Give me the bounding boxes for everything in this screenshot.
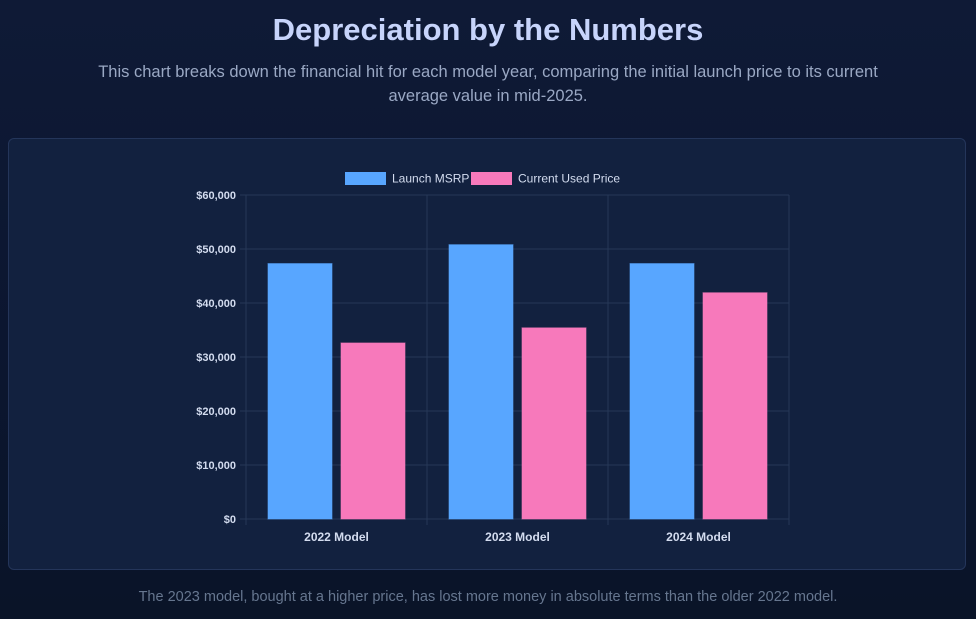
legend-swatch-current-used-price <box>471 172 512 185</box>
chart-caption: The 2023 model, bought at a higher price… <box>138 589 838 605</box>
page-subtitle: This chart breaks down the financial hit… <box>98 63 878 105</box>
legend-label-current-used-price: Current Used Price <box>518 172 620 186</box>
x-tick-label: 2023 Model <box>485 530 550 544</box>
y-tick-label: $0 <box>224 514 236 526</box>
bar-current-used-price-2023-model: Current Used Price: 35400 <box>521 327 587 520</box>
x-tick-label: 2024 Model <box>666 530 731 544</box>
bar-current-used-price-2022-model: Current Used Price: 32600 <box>340 342 406 520</box>
bar-launch-msrp-2023-model: Launch MSRP: 50800 <box>448 244 514 520</box>
legend-swatch-launch-msrp <box>345 172 386 185</box>
bar-current-used-price-2024-model: Current Used Price: 41900 <box>702 292 768 520</box>
chart-card: $0 $10,000 $20,000 $30,000 $40,000 $50,000 $60… <box>8 138 966 570</box>
page-title: Depreciation by the Numbers <box>272 12 704 47</box>
y-tick-label: $50,000 <box>196 244 236 256</box>
y-tick-label: $40,000 <box>196 298 236 310</box>
bar-launch-msrp-2024-model: Launch MSRP: 47300 <box>629 263 695 520</box>
legend-label-launch-msrp: Launch MSRP <box>392 172 469 186</box>
y-tick-label: $30,000 <box>196 352 236 364</box>
y-tick-label: $20,000 <box>196 406 236 418</box>
bar-launch-msrp-2022-model: Launch MSRP: 47300 <box>267 263 333 520</box>
bar-chart: $0 $10,000 $20,000 $30,000 $40,000 $50,000 $60… <box>196 172 790 544</box>
y-tick-label: $60,000 <box>196 190 236 202</box>
x-tick-label: 2022 Model <box>304 530 369 544</box>
y-tick-label: $10,000 <box>196 460 236 472</box>
